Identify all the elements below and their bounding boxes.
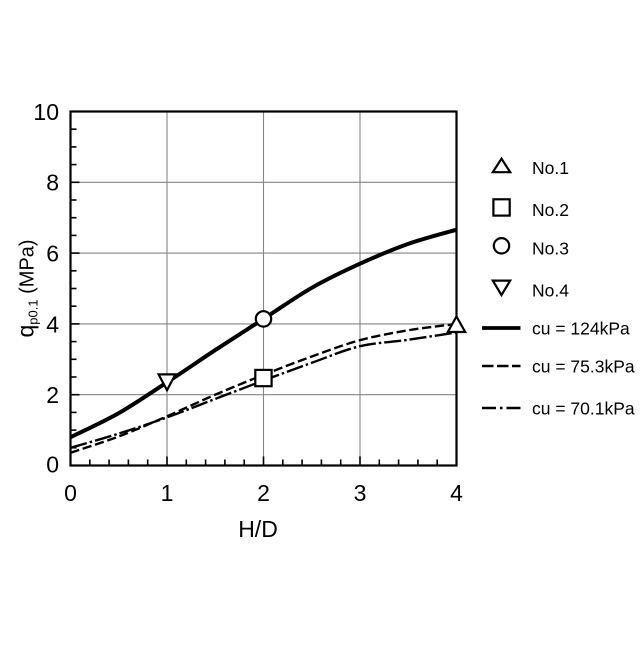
svg-text:4: 4 xyxy=(46,311,59,337)
svg-text:No.3: No.3 xyxy=(532,238,569,258)
svg-text:No.4: No.4 xyxy=(532,280,569,300)
svg-text:H/D: H/D xyxy=(238,516,278,542)
svg-text:cu = 70.1kPa: cu = 70.1kPa xyxy=(532,399,635,419)
svg-text:8: 8 xyxy=(46,170,59,196)
svg-text:0: 0 xyxy=(46,451,59,477)
svg-text:3: 3 xyxy=(354,480,367,506)
svg-text:qp0.1 (MPa): qp0.1 (MPa) xyxy=(13,239,41,337)
svg-text:0: 0 xyxy=(64,480,77,506)
svg-text:10: 10 xyxy=(33,99,59,125)
svg-text:6: 6 xyxy=(46,241,59,267)
svg-text:cu = 124kPa: cu = 124kPa xyxy=(532,319,630,339)
svg-text:No.2: No.2 xyxy=(532,200,569,220)
svg-text:1: 1 xyxy=(161,480,174,506)
svg-text:No.1: No.1 xyxy=(532,158,569,178)
svg-text:2: 2 xyxy=(257,480,270,506)
svg-text:2: 2 xyxy=(46,382,59,408)
svg-text:4: 4 xyxy=(450,480,463,506)
svg-text:cu = 75.3kPa: cu = 75.3kPa xyxy=(532,357,635,377)
